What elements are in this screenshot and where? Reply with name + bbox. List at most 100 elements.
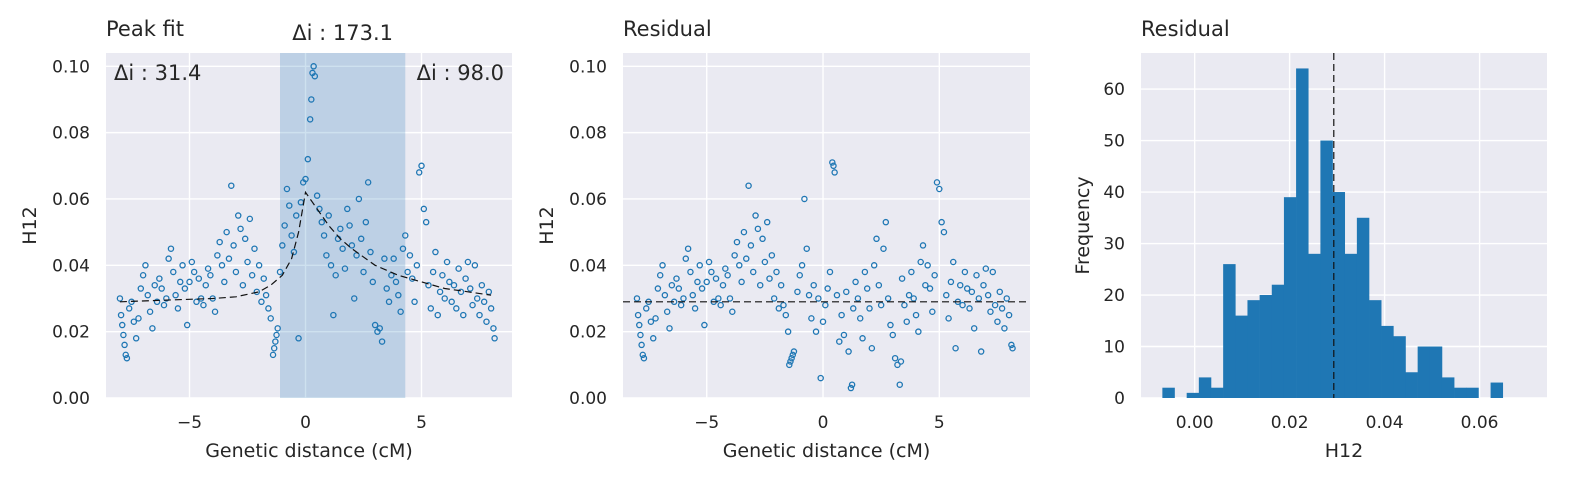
scatter-point bbox=[868, 344, 876, 352]
scatter-point bbox=[998, 305, 1006, 312]
scatter-point bbox=[761, 258, 769, 266]
scatter-point bbox=[292, 212, 300, 219]
scatter-point bbox=[295, 335, 302, 342]
scatter-point bbox=[959, 301, 966, 309]
scatter-point bbox=[836, 338, 843, 345]
scatter-point bbox=[654, 285, 662, 292]
scatter-point bbox=[265, 305, 272, 312]
scatter-point bbox=[383, 285, 390, 292]
peak-fit-curve bbox=[119, 190, 492, 303]
scatter-point bbox=[847, 384, 855, 392]
histogram-bar bbox=[1162, 387, 1175, 398]
scatter-point bbox=[350, 295, 358, 302]
scatter-point bbox=[777, 281, 785, 289]
scatter-point bbox=[705, 258, 713, 266]
scatter-point bbox=[283, 185, 291, 193]
y-tick-label: 10 bbox=[1103, 338, 1125, 358]
scatter-point bbox=[790, 348, 798, 355]
scatter-point bbox=[938, 218, 945, 226]
scatter-point bbox=[174, 305, 182, 312]
scatter-point bbox=[422, 218, 430, 226]
y-tick-label: 0.04 bbox=[569, 256, 607, 276]
scatter-point bbox=[866, 305, 873, 312]
scatter-point bbox=[684, 245, 692, 252]
scatter-point bbox=[448, 298, 455, 306]
scatter-point bbox=[181, 285, 189, 292]
scatter-point bbox=[680, 295, 687, 302]
scatter-point bbox=[738, 278, 745, 286]
peak-fit-plot-area bbox=[106, 53, 512, 398]
scatter-point bbox=[638, 341, 645, 349]
scatter-point bbox=[798, 262, 806, 269]
scatter-point bbox=[822, 301, 829, 309]
scatter-point bbox=[845, 348, 852, 355]
histogram-bar bbox=[1320, 140, 1333, 399]
y-tick-label: 0.04 bbox=[52, 256, 90, 276]
scatter-point bbox=[151, 281, 158, 289]
scatter-point bbox=[877, 301, 885, 309]
residual-histogram-x-axis-label: H12 bbox=[1325, 440, 1363, 462]
scatter-point bbox=[824, 285, 831, 292]
scatter-point bbox=[304, 155, 312, 163]
scatter-point bbox=[848, 381, 856, 388]
scatter-point bbox=[313, 192, 321, 199]
scatter-point bbox=[306, 116, 314, 123]
y-tick-label: 0.00 bbox=[52, 389, 90, 409]
scatter-point bbox=[310, 63, 317, 70]
scatter-point bbox=[381, 255, 388, 262]
scatter-point bbox=[390, 255, 397, 262]
scatter-point bbox=[852, 278, 859, 286]
scatter-point bbox=[163, 295, 170, 302]
scatter-point bbox=[135, 315, 142, 322]
scatter-point bbox=[491, 335, 498, 342]
histogram-bar bbox=[1393, 336, 1406, 398]
scatter-point bbox=[118, 321, 126, 329]
scatter-point bbox=[703, 278, 710, 286]
residual-scatter-plot-area bbox=[623, 53, 1030, 398]
scatter-point bbox=[455, 265, 462, 272]
scatter-point bbox=[891, 354, 899, 362]
residual-histogram-bars bbox=[1162, 68, 1504, 399]
scatter-point bbox=[402, 232, 409, 239]
scatter-point bbox=[901, 301, 908, 309]
x-tick-label: 5 bbox=[416, 413, 427, 433]
scatter-point bbox=[341, 265, 349, 272]
scatter-point bbox=[385, 298, 393, 306]
scatter-point bbox=[1003, 295, 1010, 302]
scatter-point bbox=[204, 265, 212, 272]
scatter-point bbox=[731, 252, 738, 259]
scatter-point bbox=[756, 281, 764, 289]
residual-scatter-grid bbox=[623, 53, 1030, 399]
scatter-point bbox=[794, 288, 801, 296]
scatter-point bbox=[829, 159, 836, 166]
scatter-point bbox=[346, 222, 353, 229]
scatter-point bbox=[812, 328, 820, 335]
scatter-point bbox=[216, 238, 223, 246]
y-tick-label: 30 bbox=[1103, 235, 1125, 255]
scatter-point bbox=[931, 272, 938, 279]
scatter-point bbox=[808, 315, 815, 322]
scatter-point bbox=[255, 262, 263, 269]
scatter-point bbox=[819, 318, 827, 325]
scatter-point bbox=[146, 308, 154, 315]
scatter-point bbox=[677, 301, 685, 309]
scatter-point bbox=[752, 212, 759, 219]
scatter-point bbox=[996, 288, 1004, 296]
scatter-point bbox=[228, 182, 235, 189]
scatter-point bbox=[987, 308, 994, 315]
scatter-point bbox=[637, 331, 644, 339]
histogram-bar bbox=[1259, 295, 1273, 398]
scatter-point bbox=[754, 225, 762, 233]
scatter-point bbox=[805, 291, 813, 299]
scatter-point bbox=[302, 175, 309, 183]
histogram-bar bbox=[1417, 346, 1431, 398]
y-tick-label: 20 bbox=[1103, 286, 1125, 306]
scatter-point bbox=[230, 242, 237, 249]
scatter-point bbox=[202, 281, 210, 289]
scatter-point bbox=[432, 248, 439, 256]
scatter-point bbox=[290, 248, 298, 256]
scatter-point bbox=[694, 278, 701, 286]
scatter-point bbox=[687, 268, 694, 276]
scatter-point bbox=[176, 278, 184, 286]
x-tick-label: 0 bbox=[300, 413, 311, 433]
